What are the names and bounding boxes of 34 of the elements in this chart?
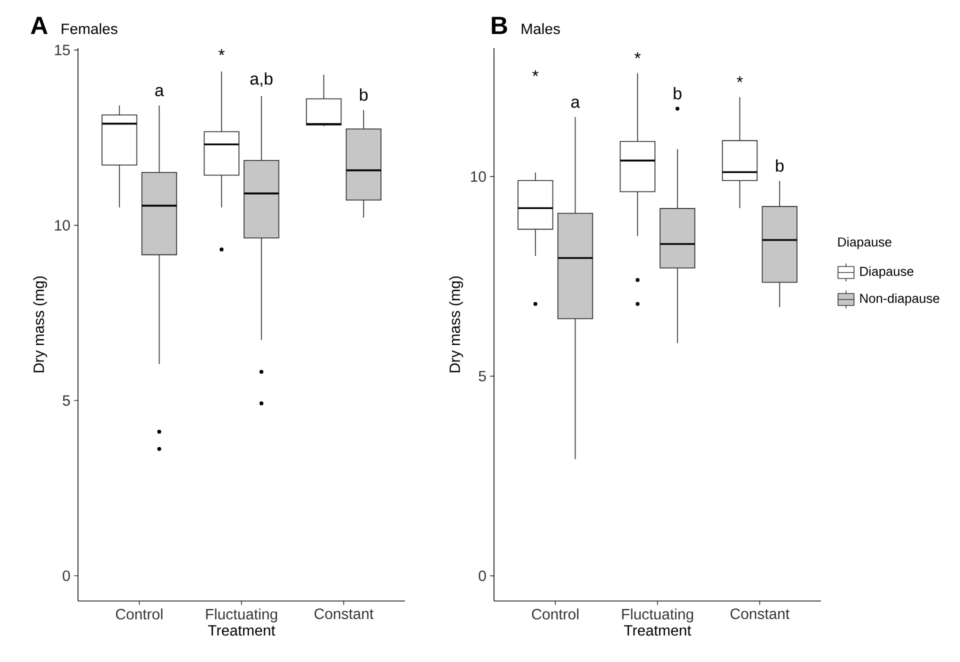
x-tick-label: Constant bbox=[314, 608, 374, 620]
x-axis-title: Treatment bbox=[624, 625, 692, 636]
x-tick-label: Fluctuating bbox=[206, 608, 278, 622]
y-tick-label: 0 bbox=[62, 570, 70, 582]
y-axis-title: Dry mass (mg) bbox=[33, 276, 48, 372]
text: * bbox=[634, 52, 641, 58]
text: * bbox=[218, 49, 225, 56]
text: b bbox=[674, 87, 682, 100]
chart-title: A bbox=[30, 16, 48, 34]
y-tick-label: 10 bbox=[471, 171, 486, 182]
text: b bbox=[360, 88, 368, 101]
y-tick-label: 10 bbox=[55, 220, 70, 231]
text: b bbox=[776, 159, 784, 172]
legend-label: Non-diapause bbox=[860, 293, 940, 306]
x-tick-label: Control bbox=[532, 608, 578, 620]
y-tick-label: 5 bbox=[478, 370, 486, 382]
x-tick-label: Constant bbox=[730, 608, 790, 620]
text: a bbox=[571, 98, 580, 108]
y-tick-label: 0 bbox=[478, 570, 486, 582]
chart-title: B bbox=[492, 16, 508, 34]
chart-subtitle: Females bbox=[62, 23, 118, 34]
y-axis-title: Dry mass (mg) bbox=[449, 276, 464, 372]
x-axis-title: Treatment bbox=[208, 625, 276, 636]
text: a,b bbox=[250, 72, 272, 87]
x-tick-label: Fluctuating bbox=[622, 608, 694, 622]
legend-label: Diapause bbox=[860, 266, 914, 279]
x-tick-label: Control bbox=[116, 608, 162, 620]
text: a bbox=[155, 86, 164, 96]
text: * bbox=[736, 76, 743, 82]
chart-subtitle: Males bbox=[522, 23, 560, 34]
y-tick-label: 15 bbox=[55, 44, 70, 56]
y-tick-label: 5 bbox=[62, 395, 70, 406]
text: * bbox=[532, 70, 538, 76]
legend-title: Diapause bbox=[838, 237, 892, 250]
